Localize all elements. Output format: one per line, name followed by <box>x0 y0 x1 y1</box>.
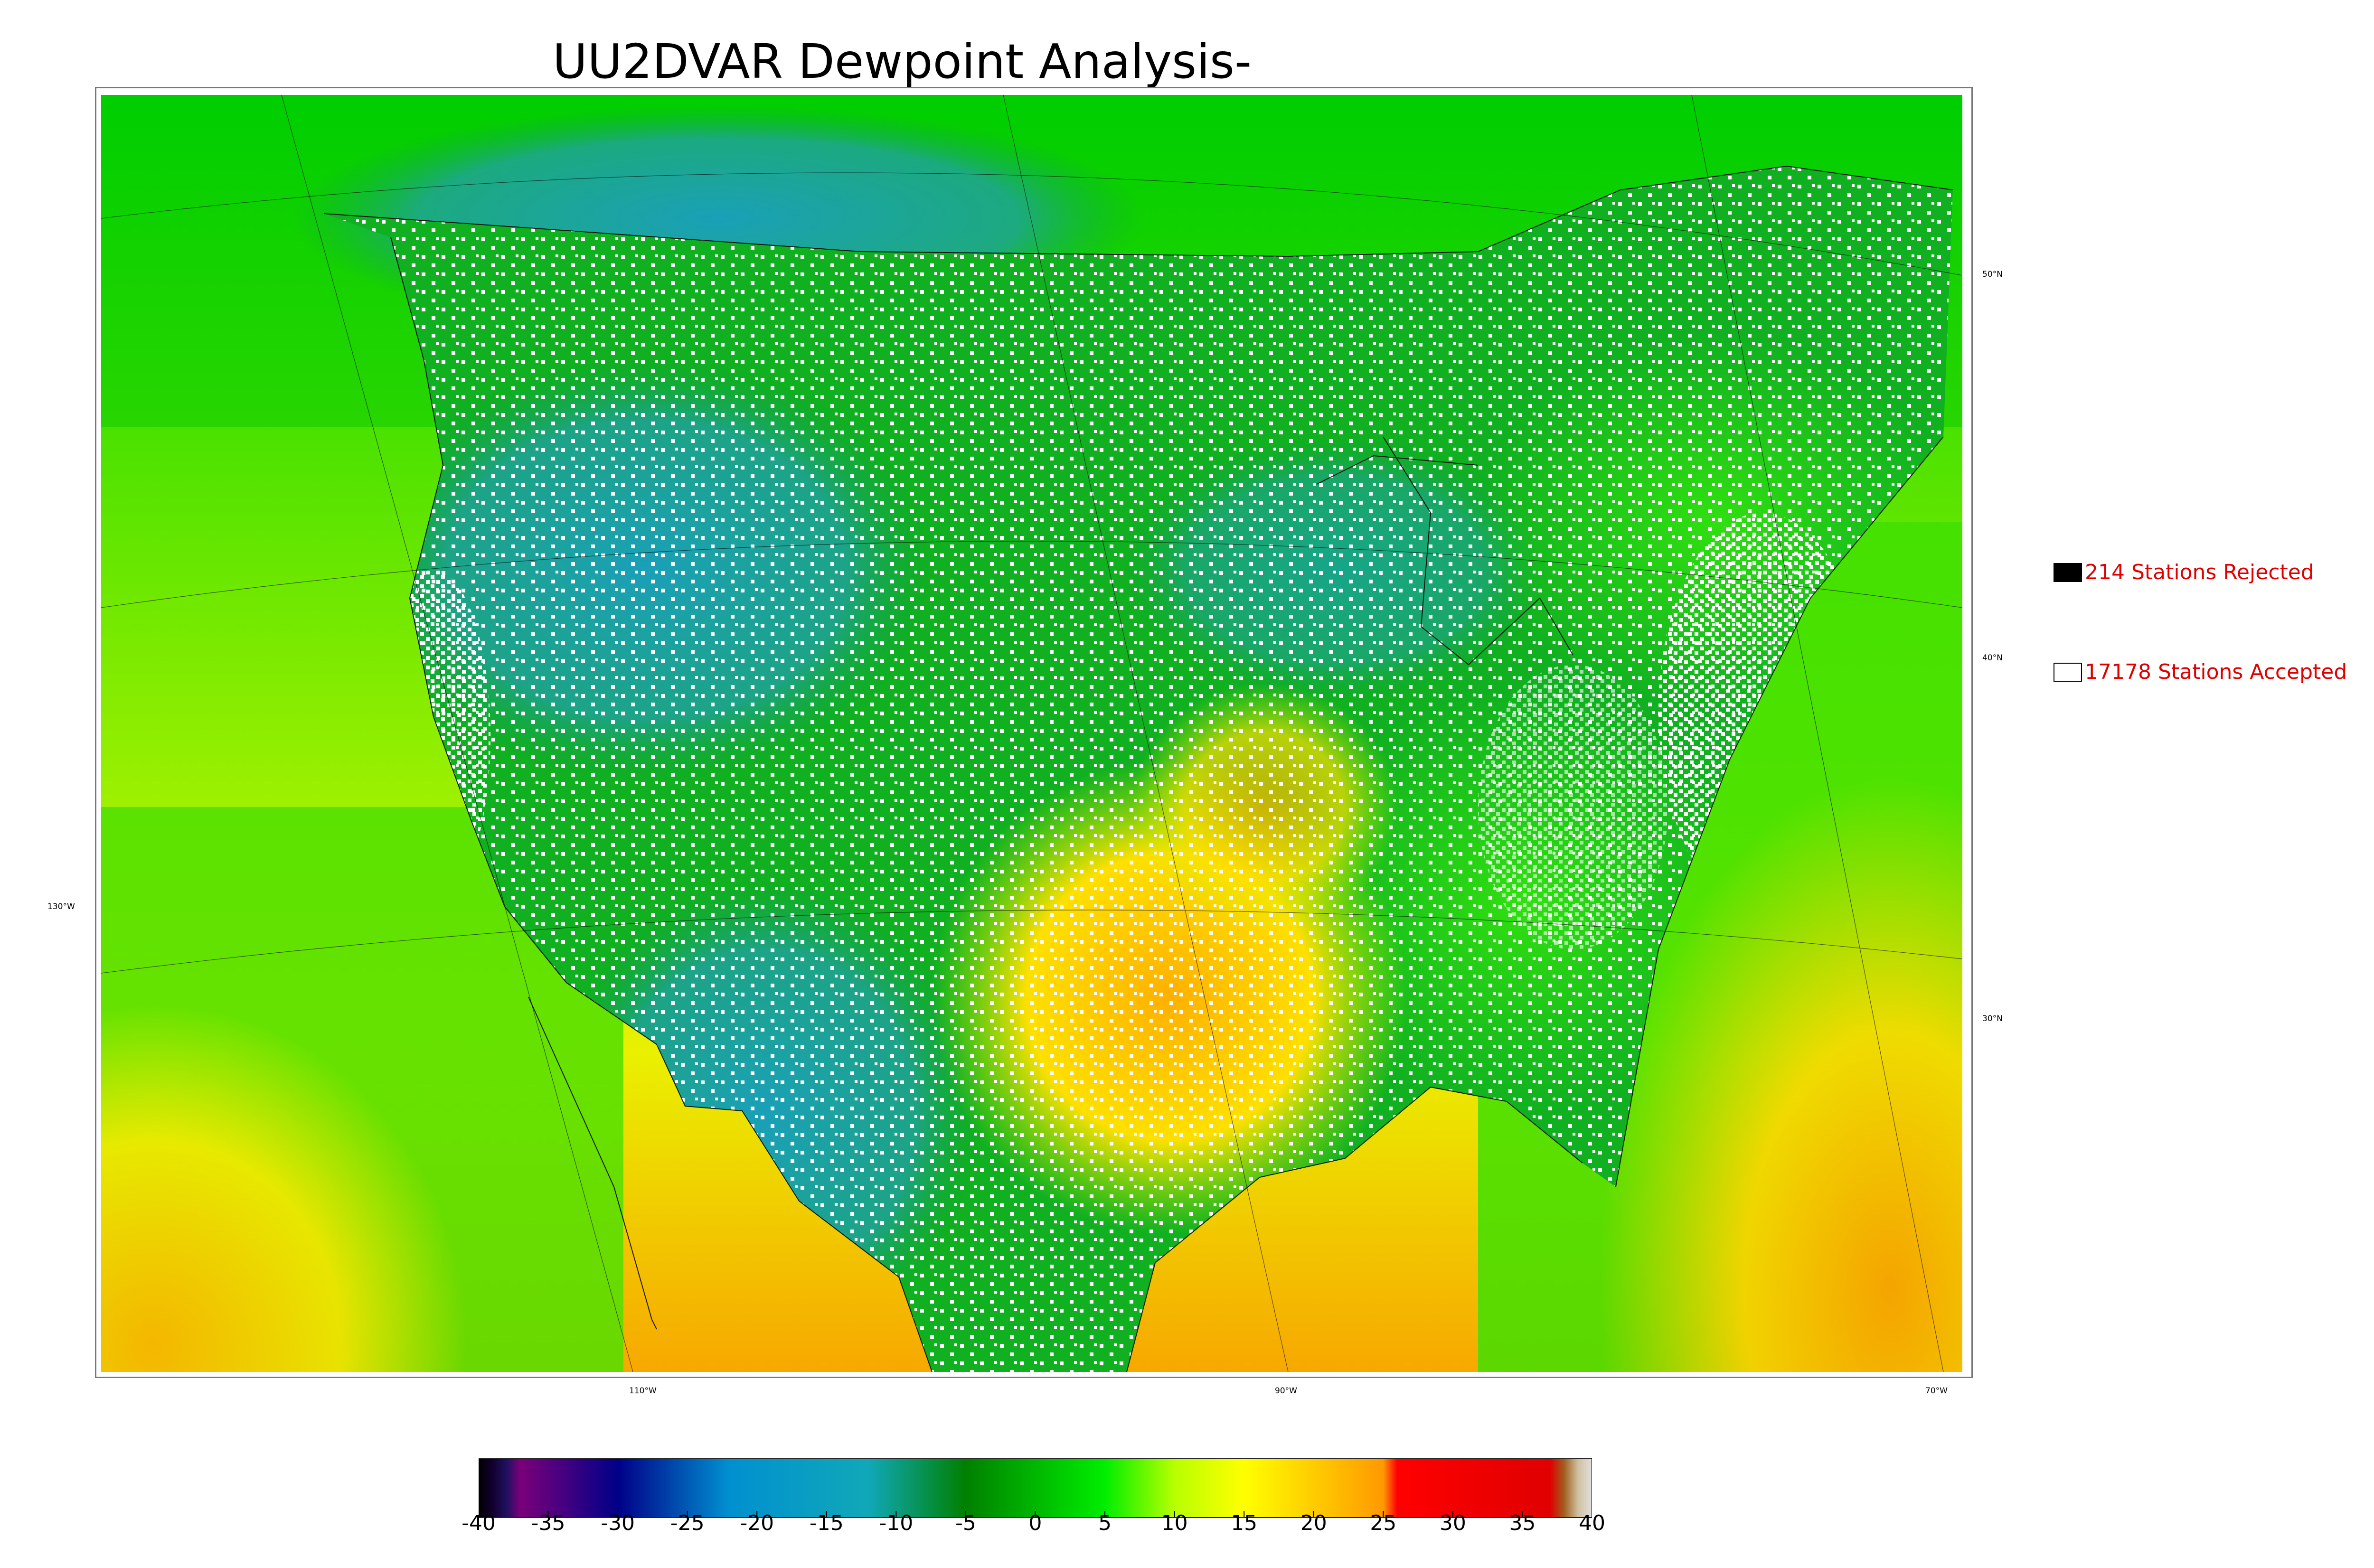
colorbar-tick-label: -20 <box>740 1511 774 1535</box>
colorbar-tick-label: 40 <box>1579 1511 1605 1535</box>
colorbar-tick-label: 35 <box>1509 1511 1536 1535</box>
accepted-label: 17178 Stations Accepted <box>2085 660 2347 684</box>
lat-label-30n: 30°N <box>1982 1014 2003 1023</box>
colorbar-tick-label: 0 <box>1028 1511 1042 1535</box>
lon-label-70w: 70°W <box>1925 1386 1948 1396</box>
colorbar-tick-label: 20 <box>1300 1511 1327 1535</box>
colorbar-tick-label: -35 <box>531 1511 565 1535</box>
colorbar-tick-label: 30 <box>1439 1511 1466 1535</box>
colorbar-tick-label: -25 <box>670 1511 705 1535</box>
legend-rejected: 214 Stations Rejected <box>2054 560 2314 584</box>
rejected-swatch <box>2054 563 2082 582</box>
colorbar-tick-label: -10 <box>879 1511 914 1535</box>
colorbar-tick-label: 25 <box>1370 1511 1397 1535</box>
accepted-swatch <box>2054 662 2082 682</box>
colorbar-tick-label: 15 <box>1231 1511 1258 1535</box>
rejected-label: 214 Stations Rejected <box>2085 560 2314 584</box>
colorbar-tick-label: -5 <box>955 1511 976 1535</box>
legend-accepted: 17178 Stations Accepted <box>2054 660 2347 684</box>
coastlines <box>324 165 1953 1372</box>
dewpoint-map[interactable] <box>101 95 1962 1372</box>
colorbar-tick-label: 10 <box>1161 1511 1188 1535</box>
colorbar-tick-label: 5 <box>1098 1511 1112 1535</box>
graticule <box>101 95 1962 1372</box>
lon-label-90w: 90°W <box>1275 1386 1297 1396</box>
lon-label-110w: 110°W <box>629 1386 657 1396</box>
colorbar-tick-label: -40 <box>462 1511 496 1535</box>
colorbar-tick-label: -30 <box>601 1511 635 1535</box>
colorbar-gradient <box>479 1458 1592 1518</box>
lat-label-50n: 50°N <box>1982 270 2003 279</box>
colorbar <box>479 1458 1592 1518</box>
colorbar-tick-label: -15 <box>809 1511 844 1535</box>
lat-label-40n: 40°N <box>1982 653 2003 663</box>
lon-label-130w: 130°W <box>47 902 75 911</box>
